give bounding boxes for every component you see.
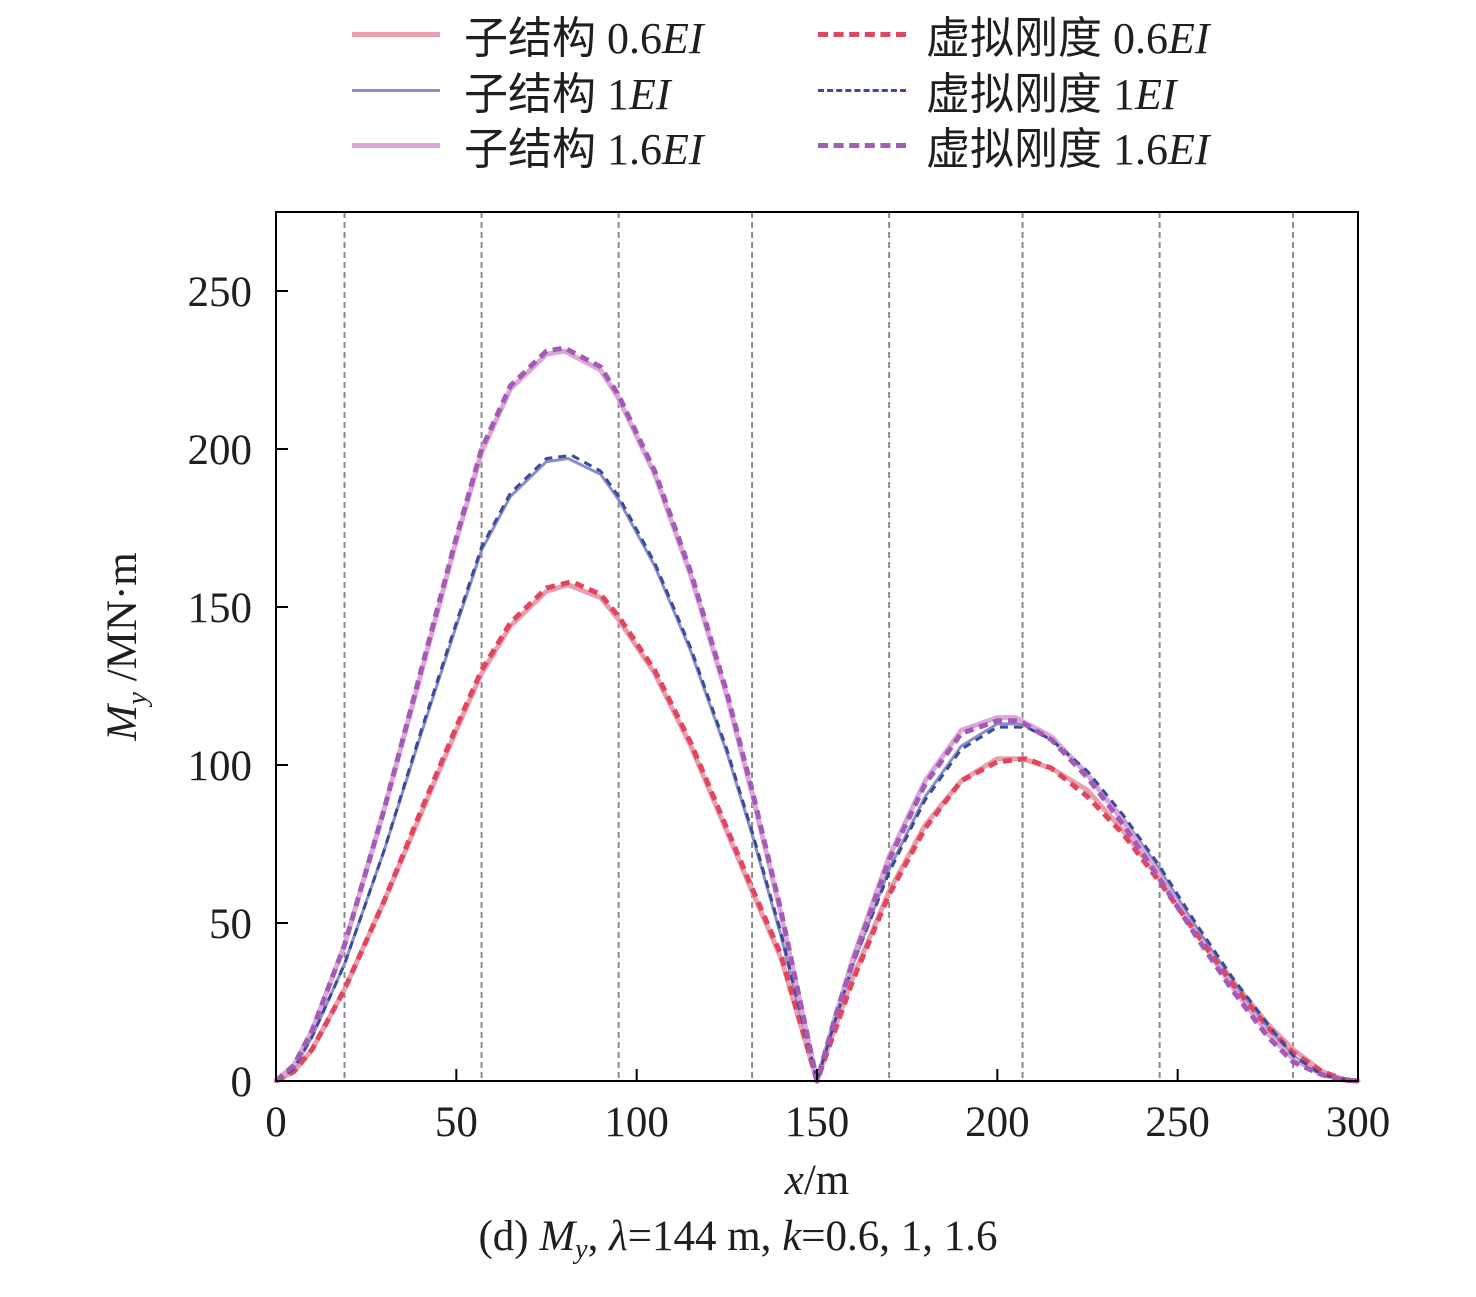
caption-k: k — [782, 1213, 802, 1260]
legend-swatch — [818, 143, 906, 148]
caption-lambda-value: =144 m, — [627, 1213, 783, 1260]
legend-label-italic: EI — [629, 70, 671, 119]
y-axis-label-var: M — [99, 703, 146, 742]
x-axis-ticks: 0 50 100 150 200 250 300 — [265, 1069, 1390, 1146]
y-tick-label: 150 — [188, 585, 253, 632]
legend-label-italic: EI — [1135, 70, 1177, 119]
legend-entry-virtual-0.6: 虚拟刚度 0.6EI — [818, 9, 1210, 63]
series-line-0 — [273, 582, 1361, 1084]
y-axis-label-unit: /MN·m — [99, 552, 146, 692]
caption-sep: , — [587, 1213, 610, 1260]
legend-label-italic: EI — [1168, 14, 1210, 63]
caption-k-values: =0.6, 1, 1.6 — [801, 1213, 998, 1260]
legend-label-italic: EI — [662, 125, 704, 174]
x-tick-label: 100 — [604, 1099, 669, 1146]
y-tick-label: 250 — [188, 269, 253, 316]
legend-label-italic: EI — [1168, 125, 1210, 174]
legend-label: 虚拟刚度 1 — [926, 70, 1135, 119]
series-group — [273, 345, 1361, 1084]
y-tick-label: 100 — [188, 743, 253, 790]
x-tick-label: 300 — [1326, 1099, 1391, 1146]
y-tick-label: 50 — [209, 901, 252, 948]
legend-label: 虚拟刚度 0.6 — [926, 14, 1168, 63]
y-axis-ticks: 0 50 100 150 200 250 — [188, 269, 288, 1106]
legend-swatch — [818, 32, 906, 37]
legend-swatch — [352, 89, 440, 92]
series-line-4 — [275, 453, 1359, 1083]
legend-entry-virtual-1: 虚拟刚度 1EI — [818, 65, 1177, 119]
x-tick-label: 200 — [965, 1099, 1030, 1146]
legend-label: 虚拟刚度 1.6 — [926, 125, 1168, 174]
y-tick-label: 0 — [231, 1059, 253, 1106]
y-axis-label-sub: y — [121, 692, 153, 708]
legend-label-italic: EI — [662, 14, 704, 63]
legend-label: 子结构 1.6 — [464, 125, 662, 174]
y-axis-label: My /MN·m — [99, 552, 153, 741]
legend-swatch — [352, 32, 440, 37]
legend-entry-sub-1.6: 子结构 1.6EI — [352, 120, 704, 174]
legend-label: 子结构 1 — [464, 70, 629, 119]
support-lines — [343, 212, 1295, 1081]
legend-swatch — [818, 89, 906, 92]
x-tick-label: 0 — [265, 1099, 287, 1146]
figure-caption: (d) My, λ=144 m, k=0.6, 1, 1.6 — [0, 1212, 1476, 1266]
legend-label: 子结构 0.6 — [464, 14, 662, 63]
caption-lambda: λ — [609, 1213, 628, 1260]
series-line-2 — [273, 348, 1361, 1084]
x-tick-label: 250 — [1145, 1099, 1210, 1146]
legend-swatch — [352, 143, 440, 148]
x-tick-label: 150 — [785, 1099, 850, 1146]
legend-entry-virtual-1.6: 虚拟刚度 1.6EI — [818, 120, 1210, 174]
caption-sub: y — [575, 1234, 588, 1265]
series-line-3 — [274, 579, 1359, 1084]
plot-frame — [275, 211, 1359, 1082]
x-tick-label: 50 — [435, 1099, 478, 1146]
series-line-5 — [274, 345, 1359, 1084]
legend-entry-sub-1: 子结构 1EI — [352, 65, 671, 119]
y-tick-label: 200 — [188, 427, 253, 474]
caption-var: M — [539, 1213, 576, 1260]
legend-entry-sub-0.6: 子结构 0.6EI — [352, 9, 704, 63]
caption-prefix: (d) — [478, 1213, 540, 1260]
x-axis-label-var: x — [784, 1157, 804, 1204]
x-axis-label: x/m — [784, 1157, 850, 1204]
x-axis-label-unit: /m — [804, 1157, 849, 1204]
